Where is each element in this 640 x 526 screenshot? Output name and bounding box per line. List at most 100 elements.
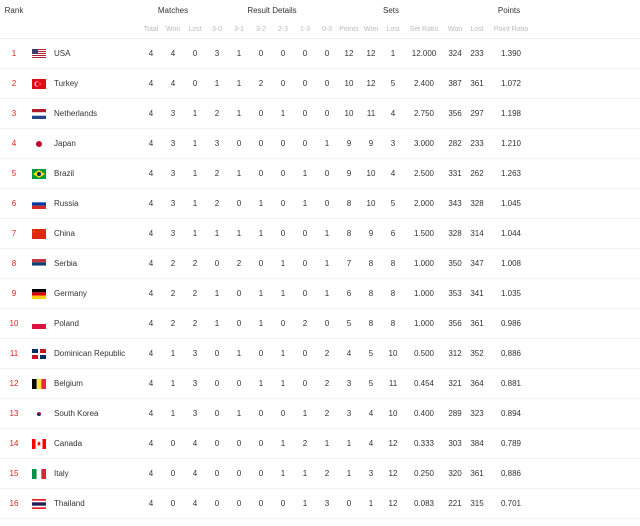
table-row: 14Canada40400012114120.3333033840.789 bbox=[0, 429, 640, 459]
matches-lost: 2 bbox=[184, 259, 206, 268]
sets-won: 11 bbox=[360, 109, 382, 118]
matches-total: 4 bbox=[140, 409, 162, 418]
sub-23: 2-3 bbox=[272, 26, 294, 33]
table-row: 4Japan4313000019933.0002822331.210 bbox=[0, 129, 640, 159]
result-32: 1 bbox=[250, 289, 272, 298]
flag-cell bbox=[28, 259, 50, 269]
point-ratio: 1.390 bbox=[488, 49, 534, 58]
rank-cell: 7 bbox=[0, 229, 28, 238]
matches-lost: 1 bbox=[184, 169, 206, 178]
points-won: 331 bbox=[444, 169, 466, 178]
team-name: South Korea bbox=[50, 409, 140, 418]
flag-cell bbox=[28, 379, 50, 389]
result-23: 0 bbox=[272, 229, 294, 238]
result-32: 2 bbox=[250, 79, 272, 88]
matches-lost: 4 bbox=[184, 439, 206, 448]
sets-won: 9 bbox=[360, 229, 382, 238]
matches-lost: 4 bbox=[184, 499, 206, 508]
team-name: Belgium bbox=[50, 379, 140, 388]
sets-lost: 4 bbox=[382, 109, 404, 118]
matches-won: 3 bbox=[162, 229, 184, 238]
matches-lost: 1 bbox=[184, 229, 206, 238]
point-ratio: 1.008 bbox=[488, 259, 534, 268]
matches-lost: 4 bbox=[184, 469, 206, 478]
matches-lost: 0 bbox=[184, 79, 206, 88]
team-name: Russia bbox=[50, 199, 140, 208]
matches-lost: 3 bbox=[184, 349, 206, 358]
table-row: 10Poland4221010205881.0003563610.986 bbox=[0, 309, 640, 339]
flag-icon bbox=[32, 499, 46, 509]
points-cell: 8 bbox=[338, 229, 360, 238]
points-lost: 315 bbox=[466, 499, 488, 508]
team-name: Dominican Republic bbox=[50, 349, 140, 358]
result-03: 2 bbox=[316, 409, 338, 418]
sub-slost: Lost bbox=[382, 26, 404, 33]
table-row: 1USA4403100001212112.0003242331.390 bbox=[0, 39, 640, 69]
result-13: 1 bbox=[294, 409, 316, 418]
matches-total: 4 bbox=[140, 49, 162, 58]
point-ratio: 1.263 bbox=[488, 169, 534, 178]
flag-cell bbox=[28, 49, 50, 59]
sets-lost: 8 bbox=[382, 259, 404, 268]
result-13: 0 bbox=[294, 109, 316, 118]
flag-icon bbox=[32, 439, 46, 449]
set-ratio: 3.000 bbox=[404, 139, 444, 148]
flag-cell bbox=[28, 469, 50, 479]
rank-cell: 5 bbox=[0, 169, 28, 178]
set-ratio: 12.000 bbox=[404, 49, 444, 58]
matches-total: 4 bbox=[140, 499, 162, 508]
points-lost: 364 bbox=[466, 379, 488, 388]
result-23: 1 bbox=[272, 109, 294, 118]
flag-icon bbox=[32, 139, 46, 149]
result-13: 1 bbox=[294, 199, 316, 208]
team-name: Turkey bbox=[50, 79, 140, 88]
matches-won: 2 bbox=[162, 259, 184, 268]
result-30: 2 bbox=[206, 199, 228, 208]
result-32: 0 bbox=[250, 109, 272, 118]
table-row: 11Dominican Republic41301010245100.50031… bbox=[0, 339, 640, 369]
result-03: 1 bbox=[316, 229, 338, 238]
points-cell: 9 bbox=[338, 139, 360, 148]
result-32: 1 bbox=[250, 379, 272, 388]
result-23: 1 bbox=[272, 469, 294, 478]
sets-won: 9 bbox=[360, 139, 382, 148]
result-13: 0 bbox=[294, 349, 316, 358]
table-body: 1USA4403100001212112.0003242331.3902Turk… bbox=[0, 39, 640, 519]
flag-cell bbox=[28, 229, 50, 239]
point-ratio: 0.886 bbox=[488, 469, 534, 478]
flag-cell bbox=[28, 289, 50, 299]
matches-total: 4 bbox=[140, 439, 162, 448]
points-cell: 12 bbox=[338, 49, 360, 58]
point-ratio: 1.044 bbox=[488, 229, 534, 238]
result-23: 1 bbox=[272, 379, 294, 388]
matches-won: 1 bbox=[162, 409, 184, 418]
result-30: 1 bbox=[206, 319, 228, 328]
matches-won: 1 bbox=[162, 379, 184, 388]
matches-lost: 0 bbox=[184, 49, 206, 58]
set-ratio: 2.500 bbox=[404, 169, 444, 178]
matches-lost: 1 bbox=[184, 199, 206, 208]
points-cell: 1 bbox=[338, 469, 360, 478]
result-32: 0 bbox=[250, 499, 272, 508]
rank-cell: 9 bbox=[0, 289, 28, 298]
points-cell: 3 bbox=[338, 409, 360, 418]
matches-won: 3 bbox=[162, 109, 184, 118]
result-30: 0 bbox=[206, 499, 228, 508]
points-won: 387 bbox=[444, 79, 466, 88]
matches-lost: 2 bbox=[184, 319, 206, 328]
sub-13: 1-3 bbox=[294, 26, 316, 33]
sets-won: 3 bbox=[360, 469, 382, 478]
result-03: 0 bbox=[316, 319, 338, 328]
team-name: China bbox=[50, 229, 140, 238]
points-cell: 0 bbox=[338, 499, 360, 508]
sets-won: 10 bbox=[360, 199, 382, 208]
points-cell: 7 bbox=[338, 259, 360, 268]
sets-lost: 8 bbox=[382, 319, 404, 328]
set-ratio: 0.454 bbox=[404, 379, 444, 388]
matches-total: 4 bbox=[140, 469, 162, 478]
points-cell: 10 bbox=[338, 79, 360, 88]
result-30: 0 bbox=[206, 349, 228, 358]
result-31: 1 bbox=[228, 109, 250, 118]
sub-30: 3-0 bbox=[206, 26, 228, 33]
result-31: 1 bbox=[228, 79, 250, 88]
